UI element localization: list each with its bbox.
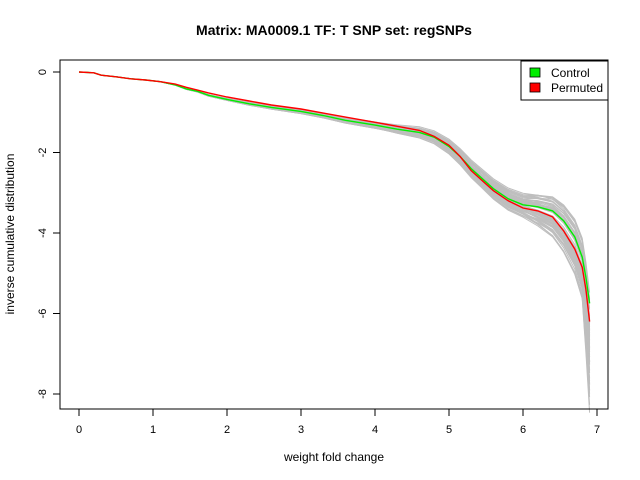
series-lines [78, 71, 591, 322]
y-axis: 0 -2 -4 -6 -8 [37, 69, 60, 399]
permutation-line [78, 71, 591, 301]
legend-box [520, 60, 609, 101]
permutation-line [78, 71, 591, 302]
x-tick-label: 4 [372, 424, 378, 436]
permutation-line [78, 71, 591, 413]
series-line-permuted [78, 71, 591, 322]
y-tick-label: -8 [37, 389, 49, 399]
x-axis-label: weight fold change [283, 450, 384, 464]
x-tick-label: 3 [298, 424, 304, 436]
x-tick-label: 6 [520, 424, 526, 436]
y-axis-label: inverse cumulative distribution [3, 154, 17, 315]
legend-label-permuted: Permuted [551, 81, 603, 95]
permutation-line [78, 71, 591, 300]
x-tick-label: 0 [76, 424, 82, 436]
legend-label-control: Control [551, 66, 590, 80]
y-tick-label: -2 [37, 148, 49, 158]
x-tick-label: 5 [446, 424, 452, 436]
permutation-line [78, 71, 591, 349]
x-tick-label: 1 [150, 424, 156, 436]
legend: Control Permuted [520, 60, 609, 101]
permutation-line [78, 71, 591, 293]
legend-swatch-control [529, 67, 541, 78]
y-tick-label: -4 [37, 228, 49, 238]
legend-swatch-permuted [529, 82, 541, 93]
x-axis: 0 1 2 3 4 5 6 7 [76, 409, 600, 436]
x-tick-label: 7 [594, 424, 600, 436]
series-line-control [78, 71, 591, 304]
x-tick-label: 2 [224, 424, 230, 436]
plot-frame [59, 59, 609, 410]
y-tick-label: -6 [37, 309, 49, 319]
chart-title: Matrix: MA0009.1 TF: T SNP set: regSNPs [196, 22, 472, 38]
y-tick-label: 0 [37, 69, 49, 75]
permutation-line [78, 71, 591, 405]
permutation-lines [78, 71, 591, 413]
